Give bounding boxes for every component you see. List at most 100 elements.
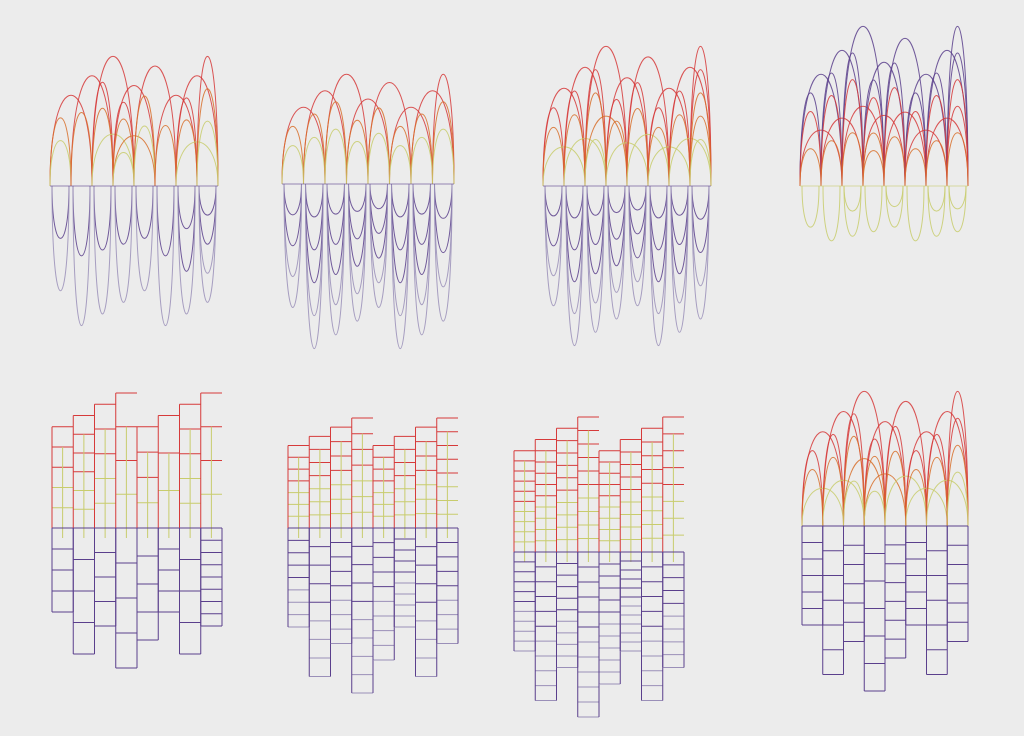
arc-upper <box>281 145 304 185</box>
arc-upper <box>822 479 865 527</box>
arc-upper <box>904 111 927 187</box>
arc-upper <box>563 138 607 187</box>
arc-upper <box>133 95 156 187</box>
arc-upper <box>843 480 865 527</box>
arc-lower <box>565 185 584 347</box>
arc-lower <box>305 183 324 218</box>
arc-upper <box>432 128 455 185</box>
arc-lower <box>326 183 345 336</box>
arc-upper <box>862 97 885 187</box>
arc-panel-3 <box>542 45 712 347</box>
arc-upper <box>584 115 628 187</box>
arc-upper <box>324 101 347 185</box>
arc-upper <box>946 52 969 187</box>
arc-upper <box>946 132 969 187</box>
arc-lower <box>72 185 91 257</box>
arc-upper <box>904 92 927 187</box>
arc-lower <box>649 185 668 347</box>
arc-upper <box>689 69 712 187</box>
arc-upper <box>946 417 969 527</box>
arc-lower <box>670 185 689 216</box>
arc-upper <box>584 69 607 187</box>
arc-upper <box>49 117 72 187</box>
arc-upper <box>605 142 649 187</box>
arc-upper <box>626 82 649 187</box>
arc-upper <box>389 145 412 185</box>
arc-upper <box>605 120 628 187</box>
arc-upper <box>883 62 906 187</box>
arc-lower <box>391 183 410 350</box>
arc-upper <box>605 98 628 187</box>
arc-upper <box>367 107 390 185</box>
arc-lower <box>885 185 904 207</box>
arc-upper <box>647 146 691 187</box>
arc-upper <box>841 25 885 187</box>
arc-lower <box>628 185 647 306</box>
arc-upper <box>799 111 822 187</box>
arc-lower <box>649 185 668 219</box>
arc-lower <box>927 185 946 212</box>
arc-upper <box>883 87 906 187</box>
arc-upper <box>799 92 822 187</box>
arc-upper <box>647 107 670 187</box>
arc-upper <box>133 125 156 187</box>
arc-upper <box>801 450 824 527</box>
arc-upper <box>799 148 822 187</box>
arc-upper <box>841 79 864 187</box>
arc-upper <box>196 88 219 187</box>
arc-upper <box>843 413 865 527</box>
arc-upper <box>884 475 927 527</box>
arc-upper <box>303 137 326 185</box>
arc-upper <box>883 38 927 187</box>
arc-lower <box>198 185 217 216</box>
arc-panel-4 <box>799 25 969 242</box>
arc-upper <box>542 146 586 187</box>
arc-lower <box>607 185 626 214</box>
arc-lower <box>93 185 112 315</box>
arc-lower <box>822 185 841 242</box>
arc-upper <box>346 140 369 185</box>
arc-upper <box>925 72 948 187</box>
arc-upper <box>689 139 712 187</box>
arc-lower <box>51 185 70 292</box>
arc-lower <box>843 185 862 212</box>
arc-upper <box>946 79 969 187</box>
arc-lower <box>628 185 647 211</box>
arc-lower <box>607 185 626 320</box>
arc-upper <box>822 434 844 527</box>
arc-lower <box>177 185 196 230</box>
arc-upper <box>820 72 843 187</box>
arc-upper <box>925 140 948 187</box>
arc-upper <box>303 113 326 185</box>
arc-lower <box>135 185 154 292</box>
arc-upper <box>367 133 390 185</box>
arc-upper <box>820 95 843 187</box>
arc-lower <box>927 185 946 237</box>
arc-upper <box>584 139 607 187</box>
arc-upper <box>884 426 907 527</box>
arc-upper <box>91 81 114 187</box>
arc-lower <box>434 183 453 322</box>
hybrid-panel <box>801 390 969 692</box>
arc-upper <box>410 137 433 185</box>
arc-lower <box>93 185 112 251</box>
arc-lower <box>691 185 710 220</box>
arc-upper <box>926 457 948 527</box>
arc-lower <box>885 185 904 228</box>
arc-upper <box>196 120 219 187</box>
arc-upper <box>584 46 628 187</box>
arc-lower <box>864 185 883 233</box>
arc-lower <box>326 183 345 215</box>
arc-upper <box>862 150 885 187</box>
arc-lower <box>586 185 605 216</box>
arc-upper <box>946 25 969 187</box>
arc-upper <box>822 457 844 527</box>
arc-lower <box>114 185 133 303</box>
arc-upper <box>175 97 198 187</box>
arc-lower <box>906 185 925 242</box>
arc-lower <box>283 183 302 308</box>
arc-upper <box>542 126 565 187</box>
arc-lower <box>369 183 388 308</box>
arc-lower <box>586 185 605 333</box>
arc-upper <box>925 95 948 187</box>
